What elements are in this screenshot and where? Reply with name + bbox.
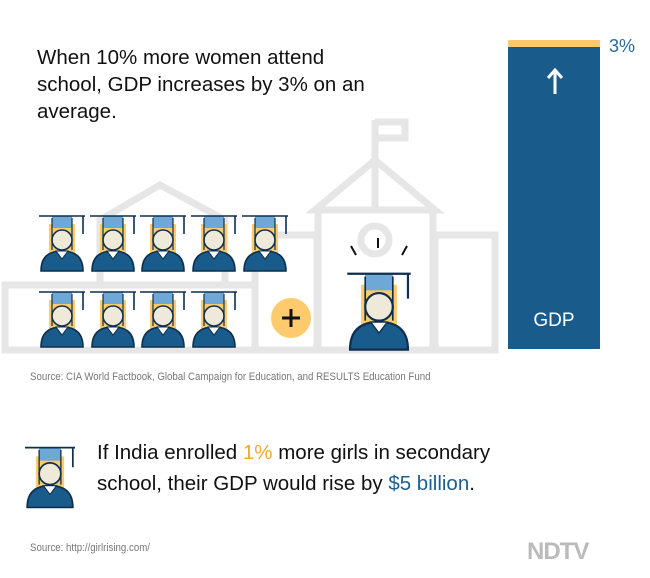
gdp-increase-segment — [508, 40, 600, 47]
graduate-girl-icon — [90, 290, 136, 353]
ndtv-logo: NDTV — [527, 538, 589, 565]
gdp-label: GDP — [533, 310, 575, 331]
arrow-up-icon — [546, 68, 564, 94]
gdp-increase-label: 3% — [609, 36, 636, 56]
fact-text: more girls in secondary school, their GD… — [97, 441, 491, 495]
headline: When 10% more women attend school, GDP i… — [37, 46, 365, 123]
graduate-girl-icon — [242, 214, 288, 277]
graduate-girl-icon — [140, 290, 186, 353]
gdp-base-segment — [508, 47, 600, 349]
fact-highlight-amount: $5 billion — [388, 472, 470, 495]
fact-highlight-percent: 1% — [242, 441, 273, 464]
graduate-girl-icon — [191, 214, 237, 277]
source-text: Source: CIA World Factbook, Global Campa… — [30, 371, 431, 383]
graduate-girl-icon — [25, 437, 75, 522]
fact-text: If India enrolled — [97, 441, 243, 464]
graduate-girl-icon — [191, 290, 237, 353]
graduate-girl-icon — [90, 214, 136, 277]
graduate-girl-icon — [39, 214, 85, 277]
fact-text: . — [469, 472, 475, 495]
gdp-bar: GDP — [508, 40, 600, 349]
graduate-girl-icon — [347, 271, 411, 356]
source-link-text: Source: http://girlrising.com/ — [30, 542, 150, 554]
india-fact: If India enrolled 1% more girls in secon… — [97, 437, 517, 499]
plus-icon — [271, 298, 311, 338]
highlight-rays-icon — [350, 238, 408, 256]
graduate-girl-icon — [39, 290, 85, 353]
graduate-girl-icon — [140, 214, 186, 277]
